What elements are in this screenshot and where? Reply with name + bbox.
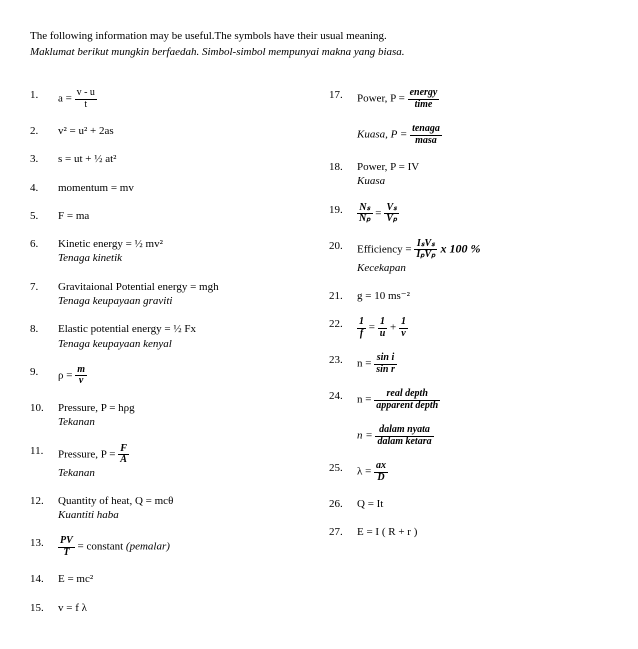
formula-number: 19. (329, 203, 357, 217)
formula-content: v = f λ (58, 601, 309, 615)
formula-translation: Kuantiti haba (58, 508, 309, 522)
formula-number: 26. (329, 497, 357, 511)
formula-row: 25.λ = axD (329, 461, 608, 483)
formula-content: Quantity of heat, Q = mcθKuantiti haba (58, 494, 309, 523)
formula-translation: Kuasa (357, 174, 608, 188)
formula-row: 27.E = I ( R + r ) (329, 525, 608, 539)
formula-number: 21. (329, 289, 357, 303)
formula-content: 1f = 1u + 1v (357, 317, 608, 339)
formula-content: Power, P = IVKuasa (357, 160, 608, 189)
formula-translation: Tenaga kinetik (58, 251, 309, 265)
formula-content: E = mc² (58, 572, 309, 586)
formula-row: 4.momentum = mv (30, 181, 309, 195)
formula-number: 4. (30, 181, 58, 195)
formula-number: 15. (30, 601, 58, 615)
formula-content: momentum = mv (58, 181, 309, 195)
formula-row: 19.NₛNₚ = VₛVₚ (329, 203, 608, 225)
formula-number: 9. (30, 365, 58, 379)
formula-content: NₛNₚ = VₛVₚ (357, 203, 608, 225)
formula-content: PVT = constant (pemalar) (58, 536, 309, 558)
formula-number: 2. (30, 124, 58, 138)
formula-translation: Tekanan (58, 415, 309, 429)
formula-number: 3. (30, 152, 58, 166)
formula-translation: Tenaga keupayaan kenyal (58, 337, 309, 351)
formula-row: 10.Pressure, P = hρgTekanan (30, 401, 309, 430)
formula-number: 22. (329, 317, 357, 331)
formula-number: 7. (30, 280, 58, 294)
formula-row: 22.1f = 1u + 1v (329, 317, 608, 339)
formula-number: 14. (30, 572, 58, 586)
formula-row: 2.v² = u² + 2as (30, 124, 309, 138)
formula-number: 13. (30, 536, 58, 550)
formula-number: 20. (329, 239, 357, 253)
formula-content: v² = u² + 2as (58, 124, 309, 138)
formula-row: 13.PVT = constant (pemalar) (30, 536, 309, 558)
formula-row: 21.g = 10 ms⁻² (329, 289, 608, 303)
formula-row: 24.n = real depthapparent depth (329, 389, 608, 411)
formula-row: 20.Efficiency = IₛVₛIₚVₚ x 100 %Kecekapa… (329, 239, 608, 275)
formula-row: Kuasa, P = tenagamasa (329, 124, 608, 146)
formula-content: n = real depthapparent depth (357, 389, 608, 411)
formula-number: 12. (30, 494, 58, 508)
formula-row: 12.Quantity of heat, Q = mcθKuantiti hab… (30, 494, 309, 523)
formula-columns: 1.a = v - ut2.v² = u² + 2as3.s = ut + ½ … (30, 88, 608, 629)
formula-row: 8.Elastic potential energy = ½ FxTenaga … (30, 322, 309, 351)
formula-row: 1.a = v - ut (30, 88, 309, 110)
formula-number: 5. (30, 209, 58, 223)
formula-number: 25. (329, 461, 357, 475)
formula-number: 18. (329, 160, 357, 174)
formula-translation: Kecekapan (357, 261, 608, 275)
formula-content: Efficiency = IₛVₛIₚVₚ x 100 %Kecekapan (357, 239, 608, 275)
formula-content: a = v - ut (58, 88, 309, 110)
formula-number: 1. (30, 88, 58, 102)
formula-row: 5.F = ma (30, 209, 309, 223)
formula-number: 24. (329, 389, 357, 403)
formula-content: E = I ( R + r ) (357, 525, 608, 539)
formula-number: 6. (30, 237, 58, 251)
formula-content: s = ut + ½ at² (58, 152, 309, 166)
formula-content: Pressure, P = hρgTekanan (58, 401, 309, 430)
left-column: 1.a = v - ut2.v² = u² + 2as3.s = ut + ½ … (30, 88, 309, 629)
formula-number: 23. (329, 353, 357, 367)
formula-content: Pressure, P = FATekanan (58, 444, 309, 480)
formula-row: 11.Pressure, P = FATekanan (30, 444, 309, 480)
formula-row: 23.n = sin isin r (329, 353, 608, 375)
formula-content: n = dalam nyatadalam ketara (357, 425, 608, 447)
formula-row: 14.E = mc² (30, 572, 309, 586)
formula-content: n = sin isin r (357, 353, 608, 375)
formula-row: 3.s = ut + ½ at² (30, 152, 309, 166)
formula-translation: Tekanan (58, 466, 309, 480)
formula-row: 26.Q = It (329, 497, 608, 511)
formula-row: n = dalam nyatadalam ketara (329, 425, 608, 447)
formula-content: Elastic potential energy = ½ FxTenaga ke… (58, 322, 309, 351)
formula-number: 8. (30, 322, 58, 336)
formula-content: g = 10 ms⁻² (357, 289, 608, 303)
formula-number: 10. (30, 401, 58, 415)
formula-content: Kuasa, P = tenagamasa (357, 124, 608, 146)
formula-number: 27. (329, 525, 357, 539)
formula-row: 7.Gravitaional Potential energy = mghTen… (30, 280, 309, 309)
intro-english: The following information may be useful.… (30, 30, 608, 42)
intro-malay: Maklumat berikut mungkin berfaedah. Simb… (30, 46, 608, 58)
formula-content: λ = axD (357, 461, 608, 483)
formula-row: 15.v = f λ (30, 601, 309, 615)
formula-number: 11. (30, 444, 58, 458)
formula-content: F = ma (58, 209, 309, 223)
formula-content: Gravitaional Potential energy = mghTenag… (58, 280, 309, 309)
formula-content: Q = It (357, 497, 608, 511)
formula-row: 18.Power, P = IVKuasa (329, 160, 608, 189)
formula-row: 17.Power, P = energytime (329, 88, 608, 110)
formula-row: 6.Kinetic energy = ½ mv²Tenaga kinetik (30, 237, 309, 266)
formula-content: Power, P = energytime (357, 88, 608, 110)
formula-number: 17. (329, 88, 357, 102)
right-column: 17.Power, P = energytime Kuasa, P = tenag… (329, 88, 608, 629)
formula-content: ρ = mv (58, 365, 309, 387)
formula-translation: Tenaga keupayaan graviti (58, 294, 309, 308)
formula-row: 9.ρ = mv (30, 365, 309, 387)
formula-content: Kinetic energy = ½ mv²Tenaga kinetik (58, 237, 309, 266)
